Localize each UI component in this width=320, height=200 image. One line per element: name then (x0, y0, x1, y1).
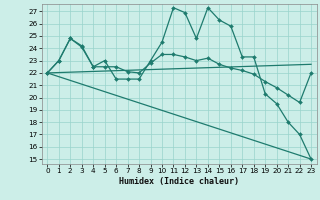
X-axis label: Humidex (Indice chaleur): Humidex (Indice chaleur) (119, 177, 239, 186)
